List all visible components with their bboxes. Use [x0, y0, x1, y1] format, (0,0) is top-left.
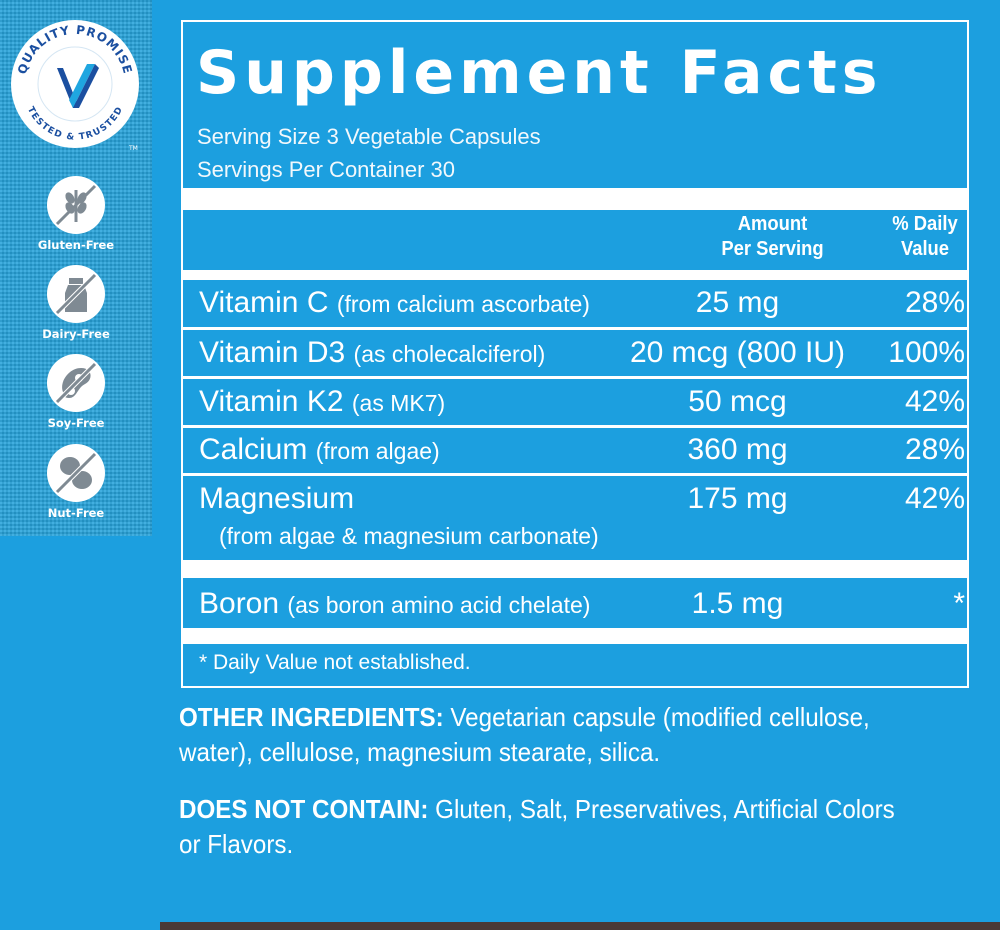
- milk-bottle-crossed-icon: [55, 273, 97, 315]
- nutrient-amount: 20 mcg (800 IU): [629, 336, 846, 369]
- nutrient-row: Vitamin C (from calcium ascorbate) 25 mg…: [0, 283, 1000, 329]
- row-divider: [183, 376, 967, 379]
- medium-divider: [181, 270, 969, 280]
- nutrient-row: Vitamin D3 (as cholecalciferol) 20 mcg (…: [0, 333, 1000, 379]
- nutrient-row: Magnesium (from algae & magnesium carbon…: [0, 479, 1000, 559]
- nutrient-amount: 175 mg: [687, 482, 788, 515]
- other-ingredients: OTHER INGREDIENTS: Vegetarian capsule (m…: [179, 700, 914, 770]
- badge-label: Nut-Free: [47, 506, 105, 520]
- thick-divider: [181, 628, 969, 644]
- nutrient-dv: 28%: [904, 286, 965, 319]
- supplement-facts-panel: [181, 20, 969, 688]
- nutrient-dv: 28%: [904, 433, 965, 466]
- gluten-free-badge: Gluten-Free: [30, 176, 122, 252]
- quality-promise-seal: QUALITY PROMISE TESTED & TRUSTED TM: [11, 20, 139, 152]
- nutrient-name-cell: Vitamin K2 (as MK7): [199, 385, 446, 418]
- trademark-symbol: TM: [128, 145, 138, 152]
- other-ingredients-label: OTHER INGREDIENTS:: [179, 702, 444, 732]
- footnote: * Daily Value not established.: [199, 651, 471, 674]
- peanut-crossed-icon: [55, 452, 97, 494]
- soy-free-badge: Soy-Free: [30, 354, 122, 430]
- row-divider: [183, 327, 967, 330]
- thick-divider: [181, 188, 969, 210]
- does-not-contain-text: Gluten, Salt, Preservatives, Artificial …: [179, 794, 895, 859]
- nutrient-name-cell: Calcium (from algae): [199, 433, 440, 466]
- nutrient-name-cell: Vitamin C (from calcium ascorbate): [199, 286, 590, 319]
- badge-label: Gluten-Free: [37, 238, 115, 252]
- nutrient-amount: 1.5 mg: [691, 587, 784, 620]
- nutrient-row: Calcium (from algae) 360 mg 28%: [0, 430, 1000, 476]
- wheat-crossed-icon: [55, 184, 97, 226]
- nutrient-amount: 360 mg: [687, 433, 788, 466]
- row-divider: [183, 425, 967, 428]
- does-not-contain: DOES NOT CONTAIN: Gluten, Salt, Preserva…: [179, 792, 914, 862]
- nutrient-dv: 42%: [904, 385, 965, 418]
- nutrient-dv: 100%: [888, 336, 965, 369]
- nutrient-dv: 42%: [904, 482, 965, 515]
- badge-label: Dairy-Free: [42, 327, 110, 341]
- nutrient-name-cell: Vitamin D3 (as cholecalciferol): [199, 336, 546, 369]
- v-logo-icon: [57, 64, 99, 108]
- nutrient-row: Vitamin K2 (as MK7) 50 mcg 42%: [0, 382, 1000, 428]
- nutrient-name: Magnesium: [199, 482, 355, 515]
- header-daily-value: % Daily Value: [892, 213, 958, 260]
- sidebar: QUALITY PROMISE TESTED & TRUSTED TM Glut…: [0, 0, 152, 536]
- soybean-crossed-icon: [55, 362, 97, 404]
- serving-size: Serving Size 3 Vegetable Capsules: [197, 124, 541, 149]
- servings-per-container: Servings Per Container 30: [197, 157, 456, 182]
- badge-label: Soy-Free: [47, 416, 105, 430]
- thick-divider: [181, 560, 969, 578]
- nutrient-row: Boron (as boron amino acid chelate) 1.5 …: [0, 584, 1000, 630]
- dairy-free-badge: Dairy-Free: [30, 265, 122, 341]
- bottom-edge: [160, 922, 1000, 930]
- header-amount: Amount Per Serving: [721, 213, 824, 260]
- other-ingredients-text: Vegetarian capsule (modified cellulose, …: [179, 702, 870, 767]
- nutrient-amount: 25 mg: [695, 286, 780, 319]
- nutrient-name-cell: Boron (as boron amino acid chelate): [199, 587, 591, 620]
- nutrient-dv: *: [953, 587, 965, 620]
- nut-free-badge: Nut-Free: [30, 444, 122, 520]
- nutrient-amount: 50 mcg: [688, 385, 787, 418]
- nutrient-source: (from algae & magnesium carbonate): [219, 523, 599, 549]
- does-not-contain-label: DOES NOT CONTAIN:: [179, 794, 429, 824]
- facts-title: Supplement Facts: [196, 38, 883, 108]
- row-divider: [183, 473, 967, 476]
